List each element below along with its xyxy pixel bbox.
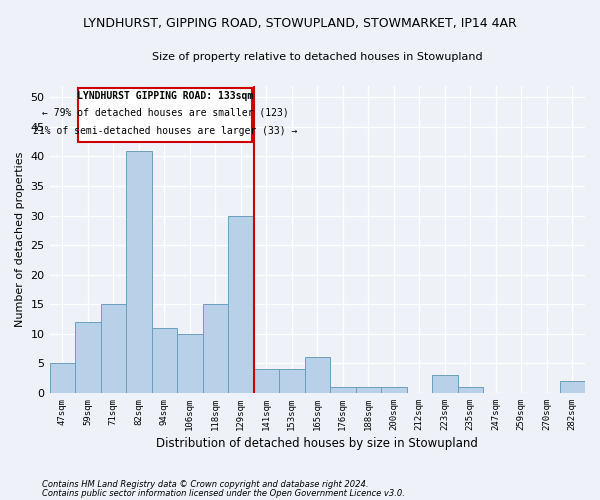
Bar <box>279 370 305 393</box>
Bar <box>330 387 356 393</box>
Bar <box>75 322 101 393</box>
Bar <box>560 381 585 393</box>
Text: Contains HM Land Registry data © Crown copyright and database right 2024.: Contains HM Land Registry data © Crown c… <box>42 480 368 489</box>
Bar <box>458 387 483 393</box>
Bar <box>101 304 126 393</box>
Title: Size of property relative to detached houses in Stowupland: Size of property relative to detached ho… <box>152 52 482 62</box>
Bar <box>356 387 381 393</box>
Bar <box>152 328 177 393</box>
Bar <box>50 364 75 393</box>
Bar <box>254 370 279 393</box>
Bar <box>228 216 254 393</box>
Text: 21% of semi-detached houses are larger (33) →: 21% of semi-detached houses are larger (… <box>33 126 297 136</box>
Text: LYNDHURST GIPPING ROAD: 133sqm: LYNDHURST GIPPING ROAD: 133sqm <box>77 92 253 102</box>
Text: LYNDHURST, GIPPING ROAD, STOWUPLAND, STOWMARKET, IP14 4AR: LYNDHURST, GIPPING ROAD, STOWUPLAND, STO… <box>83 18 517 30</box>
FancyBboxPatch shape <box>77 88 252 142</box>
X-axis label: Distribution of detached houses by size in Stowupland: Distribution of detached houses by size … <box>157 437 478 450</box>
Text: Contains public sector information licensed under the Open Government Licence v3: Contains public sector information licen… <box>42 489 405 498</box>
Bar <box>432 375 458 393</box>
Bar <box>126 150 152 393</box>
Bar <box>203 304 228 393</box>
Text: ← 79% of detached houses are smaller (123): ← 79% of detached houses are smaller (12… <box>41 108 288 118</box>
Y-axis label: Number of detached properties: Number of detached properties <box>15 152 25 327</box>
Bar <box>305 358 330 393</box>
Bar <box>177 334 203 393</box>
Bar <box>381 387 407 393</box>
